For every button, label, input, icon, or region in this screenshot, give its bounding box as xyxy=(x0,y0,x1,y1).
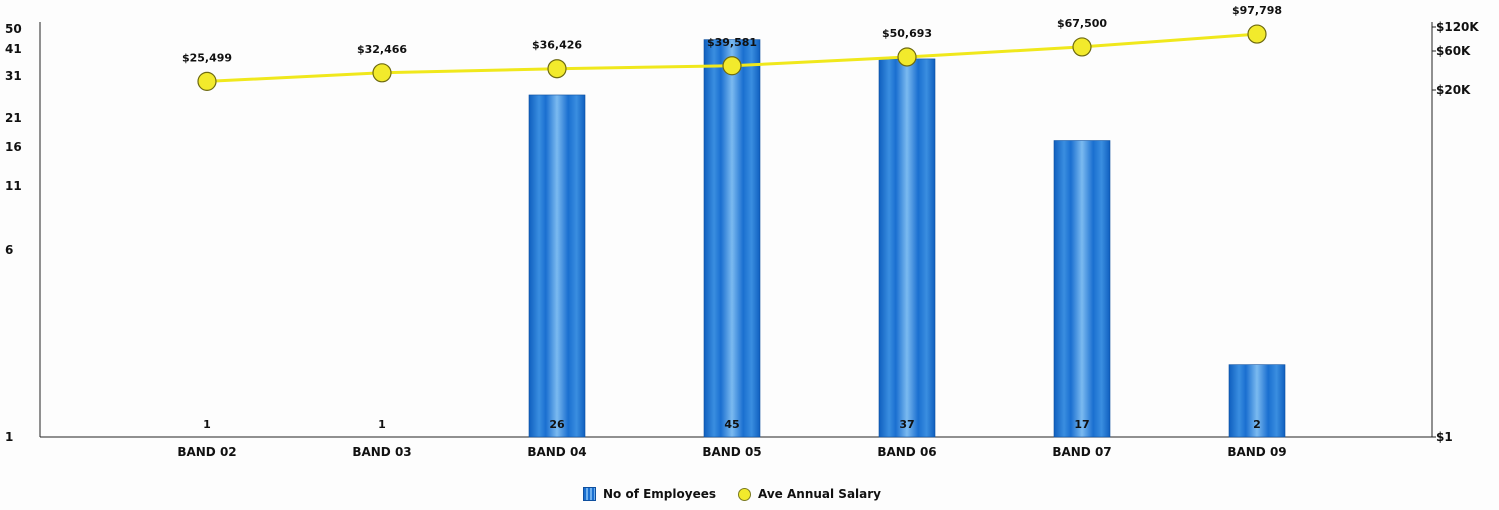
right-tick-label: $60K xyxy=(1436,44,1471,58)
left-tick-label: 21 xyxy=(5,111,22,125)
legend-item-salary[interactable]: Ave Annual Salary xyxy=(738,487,881,501)
bar-value-label: 1 xyxy=(203,418,211,431)
salary-point xyxy=(197,71,217,91)
salary-value-label: $97,798 xyxy=(1232,4,1282,17)
left-tick-label: 16 xyxy=(5,140,22,154)
legend-label-salary: Ave Annual Salary xyxy=(758,487,881,501)
salary-point xyxy=(1247,24,1267,44)
employee-bar xyxy=(878,58,936,438)
bar-value-label: 1 xyxy=(378,418,386,431)
right-tick-label: $20K xyxy=(1436,83,1471,97)
x-category-label: BAND 09 xyxy=(1227,445,1286,459)
employee-bar xyxy=(1228,364,1286,438)
x-category-label: BAND 07 xyxy=(1052,445,1111,459)
employee-bar xyxy=(703,39,761,438)
salary-point xyxy=(372,63,392,83)
salary-value-label: $25,499 xyxy=(182,51,232,64)
x-category-label: BAND 05 xyxy=(702,445,761,459)
x-category-label: BAND 03 xyxy=(352,445,411,459)
x-category-label: BAND 04 xyxy=(527,445,586,459)
left-tick-label: 6 xyxy=(5,243,13,257)
bar-value-label: 37 xyxy=(899,418,914,431)
left-tick-label: 1 xyxy=(5,430,13,444)
employee-bar xyxy=(528,94,586,438)
salary-point xyxy=(1072,37,1092,57)
bar-value-label: 45 xyxy=(724,418,739,431)
left-tick-label: 50 xyxy=(5,22,22,36)
legend-item-employees[interactable]: No of Employees xyxy=(583,487,716,501)
x-category-label: BAND 06 xyxy=(877,445,936,459)
right-tick-label: $1 xyxy=(1436,430,1453,444)
x-category-label: BAND 02 xyxy=(177,445,236,459)
salary-point xyxy=(547,59,567,79)
left-tick-label: 31 xyxy=(5,69,22,83)
salary-value-label: $39,581 xyxy=(707,36,757,49)
right-tick-label: $120K xyxy=(1436,20,1479,34)
left-tick-label: 11 xyxy=(5,179,22,193)
bar-value-label: 2 xyxy=(1253,418,1261,431)
bar-value-label: 26 xyxy=(549,418,565,431)
left-tick-label: 41 xyxy=(5,42,22,56)
salary-value-label: $67,500 xyxy=(1057,17,1107,30)
legend-bar-swatch xyxy=(583,487,596,501)
legend: No of Employees Ave Annual Salary xyxy=(583,487,895,501)
salary-value-label: $32,466 xyxy=(357,43,407,56)
bar-value-label: 17 xyxy=(1074,418,1089,431)
salary-value-label: $50,693 xyxy=(882,27,932,40)
legend-dot-swatch xyxy=(738,487,751,501)
legend-label-employees: No of Employees xyxy=(603,487,716,501)
employee-bar xyxy=(1053,140,1111,438)
salary-point xyxy=(722,56,742,76)
salary-value-label: $36,426 xyxy=(532,39,582,52)
salary-point xyxy=(897,47,917,67)
